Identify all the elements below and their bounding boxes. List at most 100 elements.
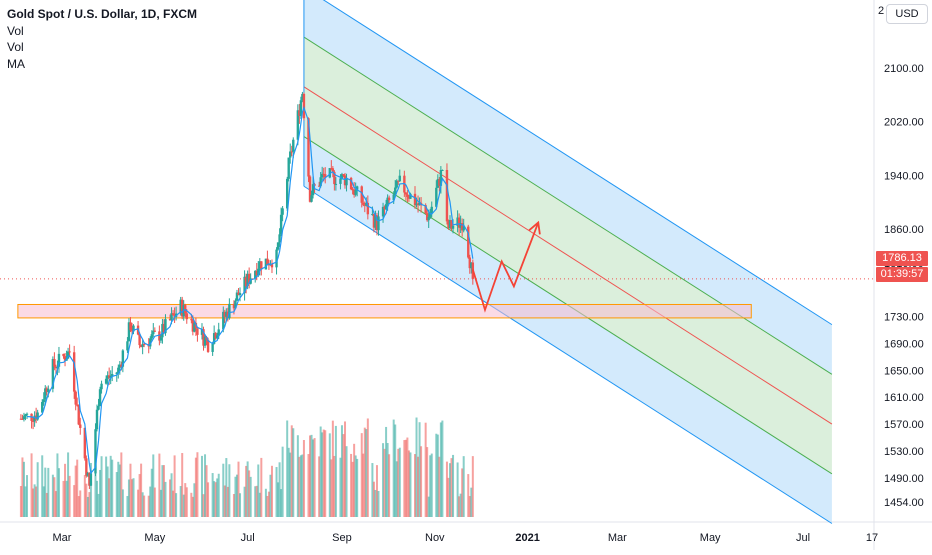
- candle-body: [374, 215, 377, 228]
- candle-body: [132, 325, 135, 332]
- moving-average-indicator-label[interactable]: MA: [7, 56, 25, 71]
- volume-bar: [21, 457, 24, 517]
- volume-bar: [447, 477, 450, 517]
- candle-body: [384, 204, 388, 210]
- candle-body: [371, 214, 374, 216]
- volume-bar: [249, 476, 252, 517]
- volume-bar: [239, 493, 242, 517]
- volume-bar: [280, 489, 283, 517]
- candle-body: [270, 263, 274, 268]
- volume-bar: [193, 483, 196, 517]
- candle-body: [413, 193, 417, 206]
- volume-bar: [62, 480, 65, 517]
- volume-bar: [310, 434, 313, 517]
- volume-bar: [404, 439, 407, 517]
- volume-bar: [362, 453, 365, 517]
- candle-body: [406, 194, 409, 197]
- candle-body: [51, 359, 55, 389]
- volume-bar: [53, 477, 56, 517]
- volume-bar: [406, 437, 409, 517]
- volume-bar: [409, 452, 412, 517]
- candle-body: [375, 215, 379, 231]
- volume-bar: [42, 486, 45, 517]
- candle-body: [381, 206, 385, 217]
- candle-body: [237, 292, 240, 296]
- candle-body: [365, 202, 368, 206]
- volume-bar: [458, 496, 461, 517]
- candle-body: [95, 409, 99, 430]
- candle-body: [246, 273, 249, 287]
- volume-indicator-label-2[interactable]: Vol: [7, 40, 24, 54]
- volume-indicator-label[interactable]: Vol: [7, 23, 24, 38]
- volume-bar: [365, 429, 368, 517]
- volume-bar: [296, 435, 299, 517]
- candle-body: [159, 337, 163, 341]
- candle-body: [355, 186, 359, 190]
- volume-bar: [382, 443, 385, 517]
- volume-bar: [417, 456, 420, 517]
- candle-body: [19, 418, 23, 420]
- candle-body: [470, 262, 473, 269]
- price-tick-label: 2100.00: [884, 63, 924, 75]
- volume-bar: [298, 456, 301, 517]
- volume-bar: [190, 492, 193, 517]
- volume-bar: [200, 455, 203, 517]
- candle-body: [62, 353, 65, 357]
- volume-bar: [235, 474, 238, 517]
- volume-bar: [342, 434, 345, 517]
- candle-body: [310, 195, 313, 202]
- volume-bar: [121, 489, 124, 517]
- candle-body: [179, 299, 182, 314]
- candle-body: [333, 171, 336, 185]
- volume-bar: [330, 459, 333, 517]
- volume-bar: [278, 462, 281, 517]
- volume-bar: [366, 418, 369, 517]
- candle-body: [191, 319, 195, 332]
- volume-bar: [430, 453, 433, 517]
- volume-bar: [441, 420, 444, 517]
- candle-body: [275, 249, 278, 268]
- volume-bar: [137, 489, 140, 517]
- volume-bar: [68, 475, 71, 517]
- time-tick-label: Mar: [53, 532, 72, 544]
- volume-bar: [56, 453, 59, 517]
- volume-bar: [450, 458, 453, 517]
- channel-upper-line: [322, 0, 833, 326]
- price-tick-label: 1570.00: [884, 419, 924, 431]
- volume-bar: [353, 443, 356, 517]
- candle-body: [66, 351, 70, 359]
- candle-body: [206, 339, 210, 352]
- candle-body: [468, 257, 471, 269]
- volume-bar: [281, 446, 284, 517]
- volume-bar: [226, 486, 229, 517]
- candle-body: [319, 177, 322, 187]
- price-tick-label: 1454.00: [884, 497, 924, 509]
- volume-bar: [435, 433, 438, 517]
- candle-body: [320, 173, 324, 178]
- volume-bar: [118, 464, 121, 517]
- volume-bar: [86, 496, 89, 517]
- volume-bar: [445, 461, 448, 517]
- candle-body: [139, 345, 143, 347]
- price-tick-label: 1650.00: [884, 365, 924, 377]
- candle-body: [193, 322, 196, 332]
- candle-body: [104, 378, 108, 384]
- volume-bar: [85, 483, 88, 517]
- candle-body: [441, 169, 444, 171]
- symbol-title[interactable]: Gold Spot / U.S. Dollar, 1D, FXCM: [7, 7, 198, 21]
- candle-body: [351, 189, 354, 191]
- volume-bar: [54, 491, 57, 517]
- moving-average-line: [26, 105, 474, 475]
- volume-bar: [175, 493, 178, 517]
- volume-bar: [383, 448, 386, 517]
- volume-bar: [105, 456, 108, 517]
- volume-bar: [196, 452, 199, 517]
- volume-bar: [109, 455, 112, 517]
- volume-bar: [228, 464, 231, 517]
- currency-selector-button[interactable]: USD: [886, 4, 928, 24]
- volume-bar: [24, 486, 27, 517]
- candle-body: [266, 258, 269, 265]
- candle-body: [203, 337, 207, 346]
